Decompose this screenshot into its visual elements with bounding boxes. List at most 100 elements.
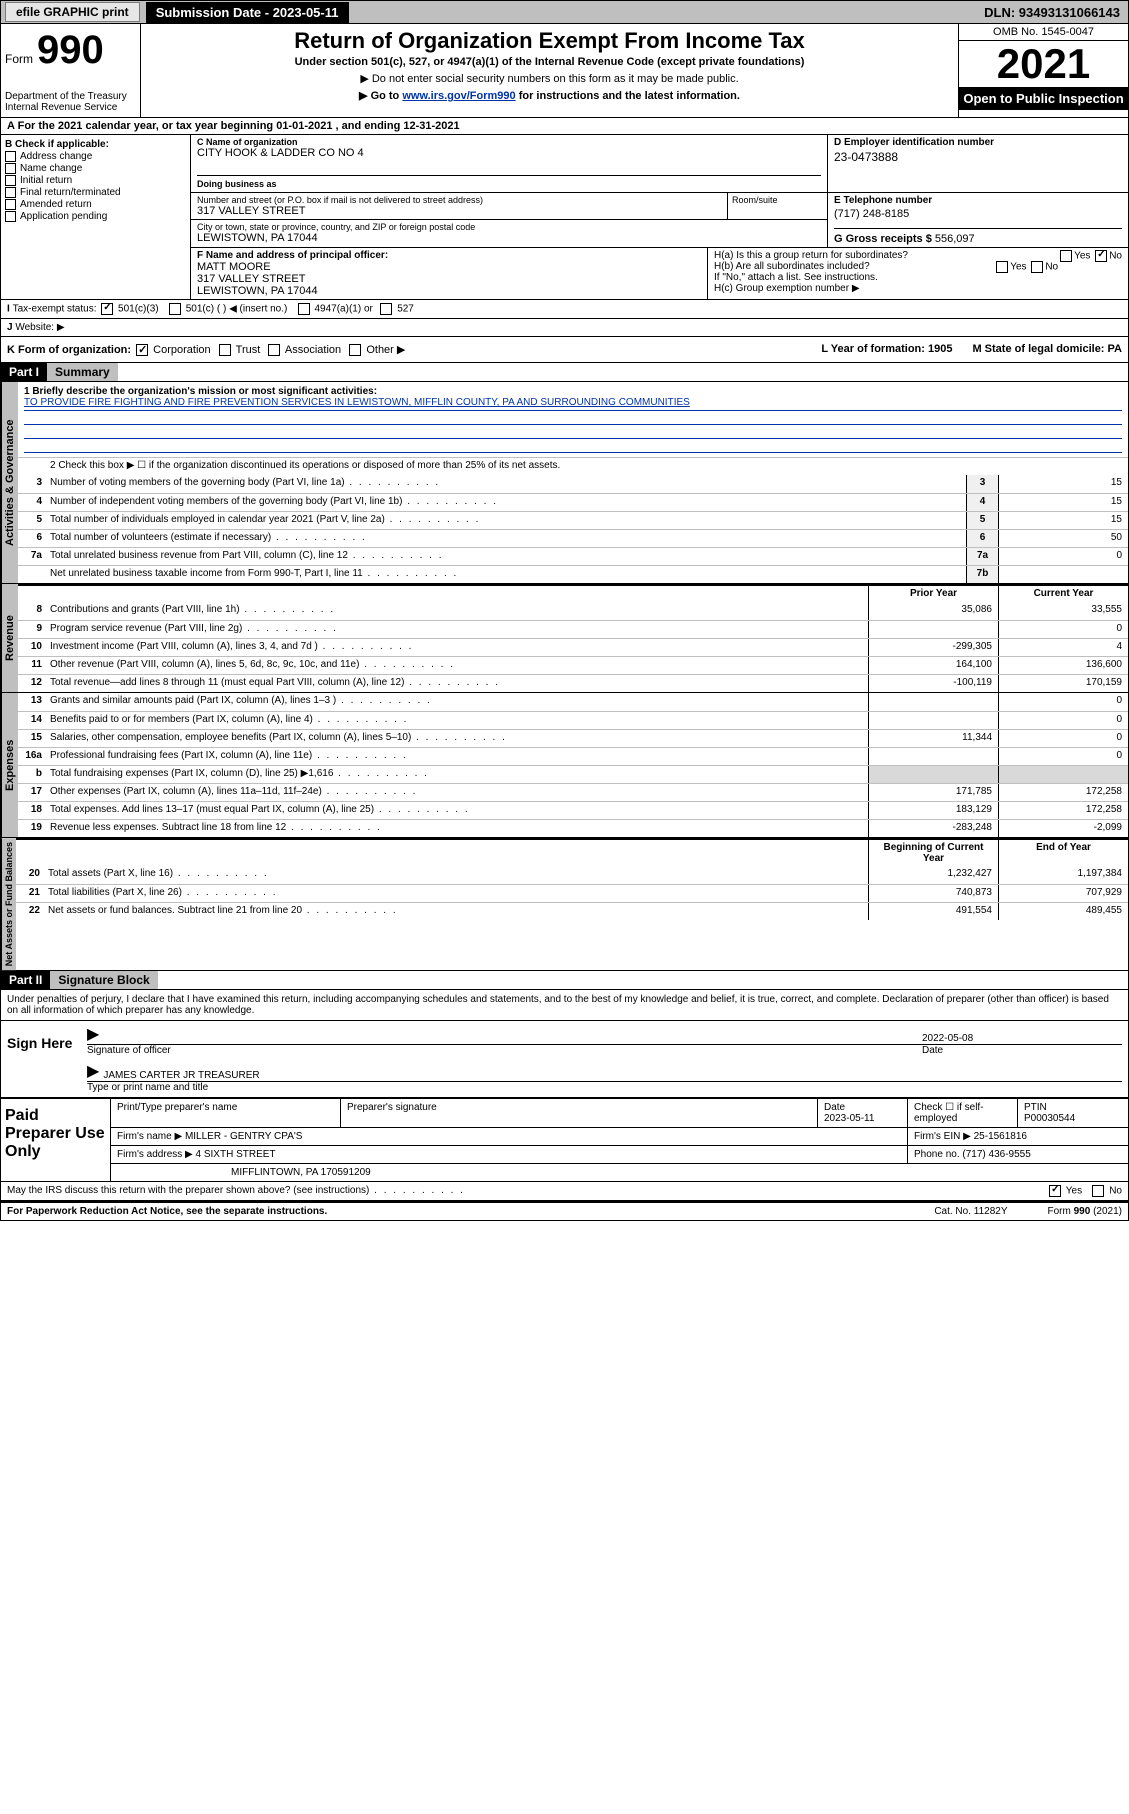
chk-final-return[interactable]: Final return/terminated bbox=[5, 187, 186, 198]
chk-name-change[interactable]: Name change bbox=[5, 163, 186, 174]
chk-lbl-1: Name change bbox=[20, 163, 82, 174]
chk-lbl-4: Amended return bbox=[20, 199, 92, 210]
k-opt0: Corporation bbox=[153, 344, 210, 356]
i-opt2: 4947(a)(1) or bbox=[314, 304, 372, 315]
ha-no[interactable] bbox=[1095, 250, 1107, 262]
city-value: LEWISTOWN, PA 17044 bbox=[197, 232, 821, 244]
officer-name: MATT MOORE bbox=[197, 261, 701, 273]
mission-text: TO PROVIDE FIRE FIGHTING AND FIRE PREVEN… bbox=[24, 397, 1122, 411]
chk-other[interactable] bbox=[349, 344, 361, 356]
paid-h5: PTIN bbox=[1024, 1102, 1122, 1113]
sig-date-label: Date bbox=[922, 1045, 1122, 1056]
h-note: If "No," attach a list. See instructions… bbox=[714, 272, 1122, 283]
arrow-icon-2: ▶ bbox=[87, 1061, 99, 1081]
top-bar: efile GRAPHIC print Submission Date - 20… bbox=[0, 0, 1129, 24]
ha-yes[interactable] bbox=[1060, 250, 1072, 262]
part2-header-row: Part IISignature Block bbox=[0, 971, 1129, 990]
data-line: 17Other expenses (Part IX, column (A), l… bbox=[18, 783, 1128, 801]
form-number: 990 bbox=[37, 28, 104, 73]
dept-label: Department of the Treasury Internal Reve… bbox=[5, 91, 136, 113]
vtab-governance: Activities & Governance bbox=[1, 382, 18, 583]
data-line: 13Grants and similar amounts paid (Part … bbox=[18, 693, 1128, 711]
sec-governance: Activities & Governance 1 Briefly descri… bbox=[0, 382, 1129, 584]
yes-lbl: Yes bbox=[1066, 1186, 1082, 1197]
addr-label: Number and street (or P.O. box if mail i… bbox=[197, 195, 721, 205]
col-b-checkboxes: B Check if applicable: Address change Na… bbox=[1, 135, 191, 299]
part2-badge: Part II bbox=[1, 971, 50, 989]
part1-badge: Part I bbox=[1, 363, 47, 381]
chk-amended[interactable]: Amended return bbox=[5, 199, 186, 210]
q1-label: 1 Briefly describe the organization's mi… bbox=[24, 386, 1122, 397]
name-title-label: Type or print name and title bbox=[87, 1082, 1122, 1093]
data-line: 19Revenue less expenses. Subtract line 1… bbox=[18, 819, 1128, 837]
ein-lbl: Firm's EIN ▶ bbox=[914, 1131, 971, 1142]
gov-line: 4Number of independent voting members of… bbox=[18, 493, 1128, 511]
i-label: Tax-exempt status: bbox=[13, 304, 97, 315]
header-right: OMB No. 1545-0047 2021 Open to Public In… bbox=[958, 24, 1128, 117]
phone-value: (717) 248-8185 bbox=[834, 208, 1122, 220]
sign-here-label: Sign Here bbox=[7, 1025, 87, 1093]
data-line: 20Total assets (Part X, line 16)1,232,42… bbox=[16, 866, 1128, 884]
discuss-yes[interactable] bbox=[1049, 1185, 1061, 1197]
sec-netassets: Net Assets or Fund Balances Beginning of… bbox=[0, 838, 1129, 971]
discuss-no[interactable] bbox=[1092, 1185, 1104, 1197]
chk-app-pending[interactable]: Application pending bbox=[5, 211, 186, 222]
paid-preparer-block: Paid Preparer Use Only Print/Type prepar… bbox=[0, 1098, 1129, 1182]
officer-addr2: LEWISTOWN, PA 17044 bbox=[197, 285, 701, 297]
form-ref: Form 990 (2021) bbox=[1048, 1206, 1122, 1217]
part1-header-row: Part ISummary bbox=[0, 363, 1129, 382]
k-m: M State of legal domicile: PA bbox=[972, 343, 1122, 356]
chk-corp[interactable] bbox=[136, 344, 148, 356]
data-line: 16aProfessional fundraising fees (Part I… bbox=[18, 747, 1128, 765]
efile-print-button[interactable]: efile GRAPHIC print bbox=[5, 2, 140, 22]
sec-revenue: Revenue Prior Year Current Year 8Contrib… bbox=[0, 584, 1129, 693]
firm-addr: 4 SIXTH STREET bbox=[196, 1149, 276, 1160]
data-line: 18Total expenses. Add lines 13–17 (must … bbox=[18, 801, 1128, 819]
j-label: Website: ▶ bbox=[15, 322, 64, 333]
chk-4947[interactable] bbox=[298, 303, 310, 315]
prior-year-hdr: Prior Year bbox=[868, 586, 998, 602]
phone-gross-block: E Telephone number (717) 248-8185 G Gros… bbox=[828, 193, 1128, 247]
paid-label: Paid Preparer Use Only bbox=[1, 1099, 111, 1181]
chk-address-change[interactable]: Address change bbox=[5, 151, 186, 162]
discuss-text: May the IRS discuss this return with the… bbox=[7, 1185, 369, 1196]
chk-527[interactable] bbox=[380, 303, 392, 315]
chk-lbl-5: Application pending bbox=[20, 211, 107, 222]
form-header: Form 990 Department of the Treasury Inte… bbox=[0, 24, 1129, 118]
h-b: H(b) Are all subordinates included? bbox=[714, 261, 870, 272]
header-center: Return of Organization Exempt From Incom… bbox=[141, 24, 958, 117]
irs-link[interactable]: www.irs.gov/Form990 bbox=[402, 90, 515, 102]
chk-assoc[interactable] bbox=[268, 344, 280, 356]
chk-lbl-2: Initial return bbox=[20, 175, 72, 186]
arrow-icon: ▶ bbox=[87, 1024, 99, 1044]
hb-no[interactable] bbox=[1031, 261, 1043, 273]
row-k: K Form of organization: Corporation Trus… bbox=[0, 337, 1129, 363]
room-suite: Room/suite bbox=[727, 193, 827, 219]
i-opt1: 501(c) ( ) ◀ (insert no.) bbox=[186, 304, 288, 315]
form-title: Return of Organization Exempt From Incom… bbox=[149, 28, 950, 54]
data-line: 21Total liabilities (Part X, line 26)740… bbox=[16, 884, 1128, 902]
gov-line: 5Total number of individuals employed in… bbox=[18, 511, 1128, 529]
mission-block: 1 Briefly describe the organization's mi… bbox=[18, 382, 1128, 457]
e-label: E Telephone number bbox=[834, 195, 1122, 206]
footer-row: For Paperwork Reduction Act Notice, see … bbox=[0, 1201, 1129, 1221]
header-sub3: ▶ Go to www.irs.gov/Form990 for instruct… bbox=[149, 89, 950, 102]
chk-lbl-0: Address change bbox=[20, 151, 92, 162]
sig-date: 2022-05-08 bbox=[922, 1033, 973, 1044]
hb-yes[interactable] bbox=[996, 261, 1008, 273]
chk-501c[interactable] bbox=[169, 303, 181, 315]
chk-501c3[interactable] bbox=[101, 303, 113, 315]
k-opt2: Association bbox=[285, 344, 341, 356]
paid-h4: Check ☐ if self-employed bbox=[908, 1099, 1018, 1127]
vtab-revenue: Revenue bbox=[1, 584, 18, 692]
firm-ein: 25-1561816 bbox=[974, 1131, 1027, 1142]
data-line: 11Other revenue (Part VIII, column (A), … bbox=[18, 656, 1128, 674]
data-line: 12Total revenue—add lines 8 through 11 (… bbox=[18, 674, 1128, 692]
data-line: 15Salaries, other compensation, employee… bbox=[18, 729, 1128, 747]
chk-initial-return[interactable]: Initial return bbox=[5, 175, 186, 186]
officer-block: F Name and address of principal officer:… bbox=[191, 248, 708, 299]
chk-trust[interactable] bbox=[219, 344, 231, 356]
sub3-post: for instructions and the latest informat… bbox=[516, 90, 740, 102]
gov-line: 3Number of voting members of the governi… bbox=[18, 475, 1128, 493]
header-left: Form 990 Department of the Treasury Inte… bbox=[1, 24, 141, 117]
